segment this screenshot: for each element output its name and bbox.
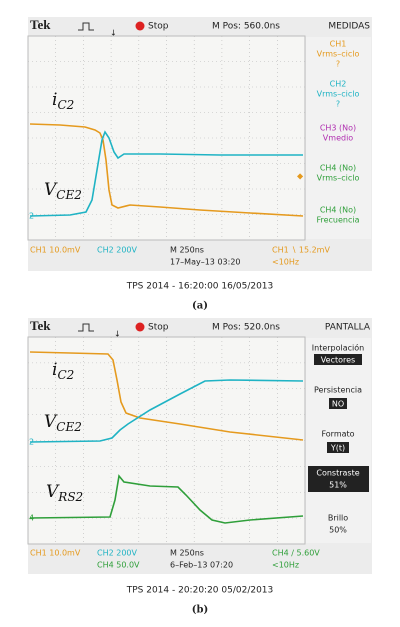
menu-line: NO (332, 400, 344, 409)
menu-selected (308, 466, 369, 492)
footer-ch2: CH2 200V (97, 549, 138, 558)
trace-label: VCE2 (44, 180, 82, 202)
footer-ch1: CH1 10.0mV (30, 549, 81, 558)
menu-value-box (327, 442, 349, 453)
menu-line: Constraste (316, 469, 359, 478)
footer-ch1: CH1 10.0mV (30, 246, 81, 255)
panel-label: (b) (192, 605, 208, 616)
trace-ch1 (29, 351, 304, 441)
caption: TPS 2014 - 20:20:20 05/02/2013 (126, 586, 274, 596)
menu-line: Formato (321, 430, 354, 439)
scope-a: Tek ↓ Stop M Pos: 560.0ns MEDIDAS CH1 Vr… (27, 17, 372, 271)
footer-trigger: CH1 ∖ 15.2mV (272, 246, 330, 255)
caption: TPS 2014 - 16:20:00 16/05/2013 (126, 282, 274, 292)
trace-label: VCE2 (44, 412, 82, 434)
screen (27, 35, 306, 241)
channel-marker: 2 (29, 212, 34, 221)
trigger-arrow: ↓ (110, 29, 117, 38)
stop-dot (135, 21, 145, 31)
menu-line: Y(t) (330, 444, 345, 453)
trace-label: VRS2 (46, 482, 83, 504)
menu-title: PANTALLA (325, 323, 371, 333)
menu-line: Vmedio (323, 134, 353, 143)
trace-ch2 (29, 379, 304, 443)
footer-date: 6–Feb–13 07:20 (170, 561, 233, 570)
position: M Pos: 520.0ns (212, 323, 280, 333)
status: Stop (148, 22, 169, 32)
menu-line: 51% (329, 481, 347, 490)
brand: Tek (30, 318, 51, 333)
menu-line: Interpolación (312, 343, 364, 353)
trace-ch2 (29, 130, 303, 217)
footer-timebase: M 250ns (170, 246, 204, 255)
trigger-level: ◆ (297, 172, 304, 181)
footer-freq: <10Hz (272, 258, 299, 267)
menu-line: Frecuencia (316, 216, 359, 225)
menu-line: CH4 (No) (320, 206, 356, 215)
menu-line: Vectores (321, 356, 355, 365)
footer-date: 17–May–13 03:20 (170, 258, 241, 267)
trace-ch4 (29, 474, 304, 524)
menu (306, 338, 371, 543)
trigger-icon (78, 22, 94, 31)
position: M Pos: 560.0ns (212, 22, 280, 32)
footer-timebase: M 250ns (170, 549, 204, 558)
status: Stop (148, 323, 169, 333)
channel-marker: 4 (29, 514, 34, 523)
menu-line: Persistencia (314, 386, 362, 395)
menu (306, 37, 371, 239)
menu-line: Vrms–ciclo (317, 174, 360, 183)
footer-ch4: CH4 50.0V (97, 561, 140, 570)
menu-line: CH1 (330, 40, 347, 49)
menu-line: 50% (329, 526, 347, 535)
menu-line: Vrms–ciclo (317, 50, 360, 59)
trace-ch1 (29, 123, 304, 217)
trace-label: iC2 (52, 90, 74, 112)
channel-marker: 2 (29, 438, 34, 447)
menu-line: ? (336, 60, 340, 69)
menu-line: CH4 (No) (320, 164, 356, 173)
stop-dot (135, 322, 145, 332)
footer-ch2: CH2 200V (97, 246, 138, 255)
menu-line: Vrms–ciclo (317, 90, 360, 99)
scope-b: Tek ↓ Stop M Pos: 520.0ns PANTALLA Inter… (27, 318, 372, 574)
trace-label: iC2 (52, 360, 74, 382)
menu-line: CH3 (No) (320, 124, 356, 133)
panel-label: (a) (192, 301, 208, 312)
brand: Tek (30, 17, 51, 32)
menu-value-box (329, 398, 347, 409)
menu-title: MEDIDAS (328, 22, 370, 32)
menu-line: CH2 (330, 80, 347, 89)
menu-line: ? (336, 100, 340, 109)
footer-freq: <10Hz (272, 561, 299, 570)
footer-trigger: CH4 ∕ 5.60V (272, 549, 320, 558)
menu-value-box (314, 354, 362, 365)
menu-line: Brillo (328, 514, 348, 523)
trigger-arrow: ↓ (114, 330, 121, 339)
grid (28, 337, 305, 544)
trigger-icon (78, 323, 94, 332)
